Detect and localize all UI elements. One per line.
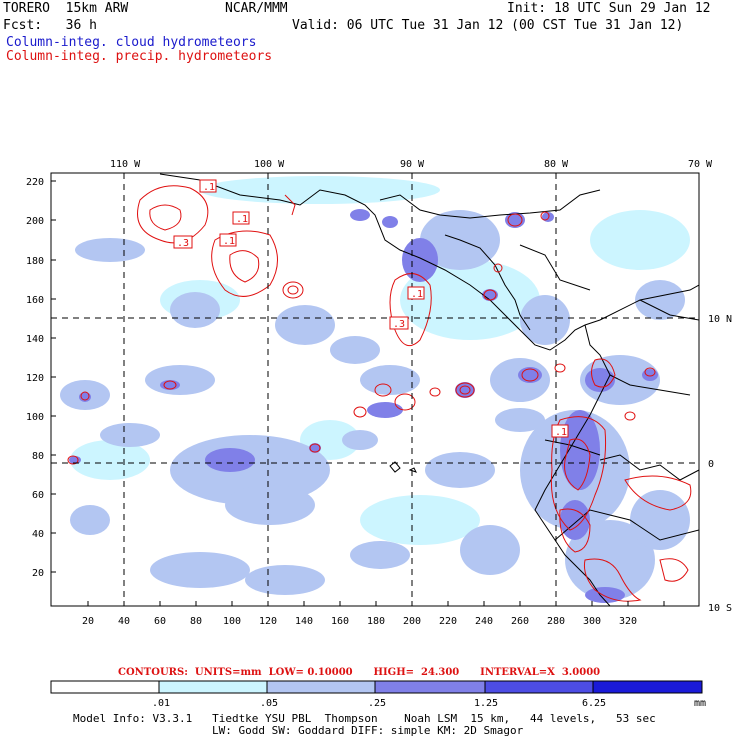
x-tick-label: 20 [82,616,94,627]
cloud-medium-shading [60,210,690,600]
x-tick-label: 140 [295,616,313,627]
y-tick-label: 80 [32,451,44,462]
right-lat-label: 10 N [708,314,732,325]
organization-label: NCAR/MMM [225,1,288,16]
x-tick-label: 220 [439,616,457,627]
legend-tick: .25 [368,698,386,709]
y-tick-label: 140 [26,334,44,345]
model-title: TORERO 15km ARW [3,1,129,16]
top-lon-label: 100 W [254,159,285,170]
y-tick-label: 160 [26,295,44,306]
field-precip-label: Column-integ. precip. hydrometeors [6,49,273,64]
legend-tick: 1.25 [474,698,498,709]
top-lon-label: 70 W [688,159,713,170]
legend-unit: mm [694,698,706,709]
map-frame [50,172,700,607]
y-tick-label: 220 [26,177,44,188]
init-time: Init: 18 UTC Sun 29 Jan 12 [507,1,711,16]
y-tick-label: 40 [32,529,44,540]
y-tick-label: 120 [26,373,44,384]
contour-label: .1 [236,214,248,225]
field-cloud-label: Column-integ. cloud hydrometeors [6,35,257,50]
y-tick-label: 180 [26,256,44,267]
x-tick-label: 60 [154,616,166,627]
contour-label: .1 [411,289,423,300]
legend-tick: .05 [260,698,278,709]
x-tick-label: 80 [190,616,202,627]
right-lat-label: 10 S [708,603,732,614]
coastlines [159,173,699,606]
contour-labels: .1 .1 .3 .1 .1 .3 .1 [173,179,569,438]
y-tick-label: 100 [26,412,44,423]
map-area [51,173,699,606]
top-lon-label: 90 W [400,159,425,170]
x-tick-label: 280 [547,616,565,627]
contour-label: .3 [177,238,189,249]
x-tick-label: 180 [367,616,385,627]
graticule [51,173,699,606]
cloud-dark-shading [69,209,658,603]
contour-label: .1 [203,182,215,193]
axis-labels: 110 W 100 W 90 W 80 W 70 W 220 200 180 1… [26,159,732,627]
x-tick-label: 320 [619,616,637,627]
x-tick-label: 260 [511,616,529,627]
legend-tick: .01 [152,698,170,709]
model-info-line1: Model Info: V3.3.1 Tiedtke YSU PBL Thomp… [73,712,656,725]
x-tick-label: 240 [475,616,493,627]
axis-ticks [51,180,665,606]
forecast-hour: Fcst: 36 h [3,18,97,33]
color-legend: .01 .05 .25 1.25 6.25 mm [50,680,706,709]
x-tick-label: 100 [223,616,241,627]
contour-label: .1 [555,427,567,438]
x-tick-label: 40 [118,616,130,627]
y-tick-label: 20 [32,568,44,579]
contours-info: CONTOURS: UNITS=mm LOW= 0.10000 HIGH= 24… [118,667,601,678]
contour-label: .3 [393,319,405,330]
top-lon-label: 80 W [544,159,569,170]
y-tick-label: 200 [26,216,44,227]
x-tick-label: 120 [259,616,277,627]
legend-tick: 6.25 [582,698,606,709]
contour-label: .1 [223,236,235,247]
x-tick-label: 300 [583,616,601,627]
y-tick-label: 60 [32,490,44,501]
top-lon-label: 110 W [110,159,141,170]
valid-time: Valid: 06 UTC Tue 31 Jan 12 (00 CST Tue … [292,18,684,33]
x-tick-label: 200 [403,616,421,627]
model-info-line2: LW: Godd SW: Goddard DIFF: simple KM: 2D… [212,724,524,737]
precip-contours [67,185,692,602]
x-tick-label: 160 [331,616,349,627]
right-lat-label: 0 [708,459,714,470]
